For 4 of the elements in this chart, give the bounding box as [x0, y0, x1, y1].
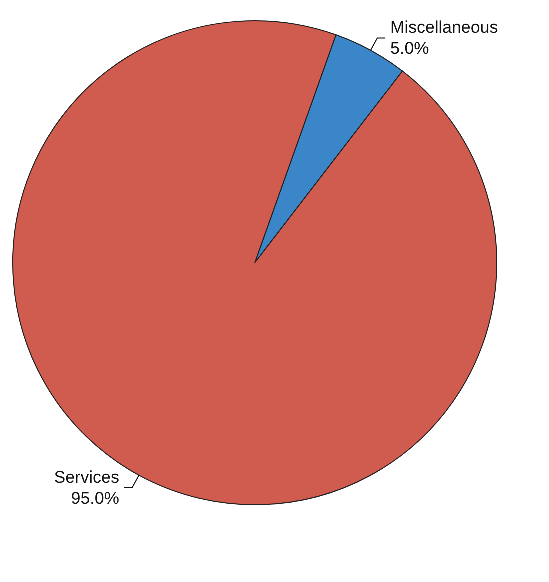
data-label: 5.0% — [390, 39, 430, 58]
data-label: 95.0% — [71, 488, 120, 508]
slice-label: Miscellaneous — [390, 18, 498, 38]
slice-label: Services — [54, 468, 120, 487]
